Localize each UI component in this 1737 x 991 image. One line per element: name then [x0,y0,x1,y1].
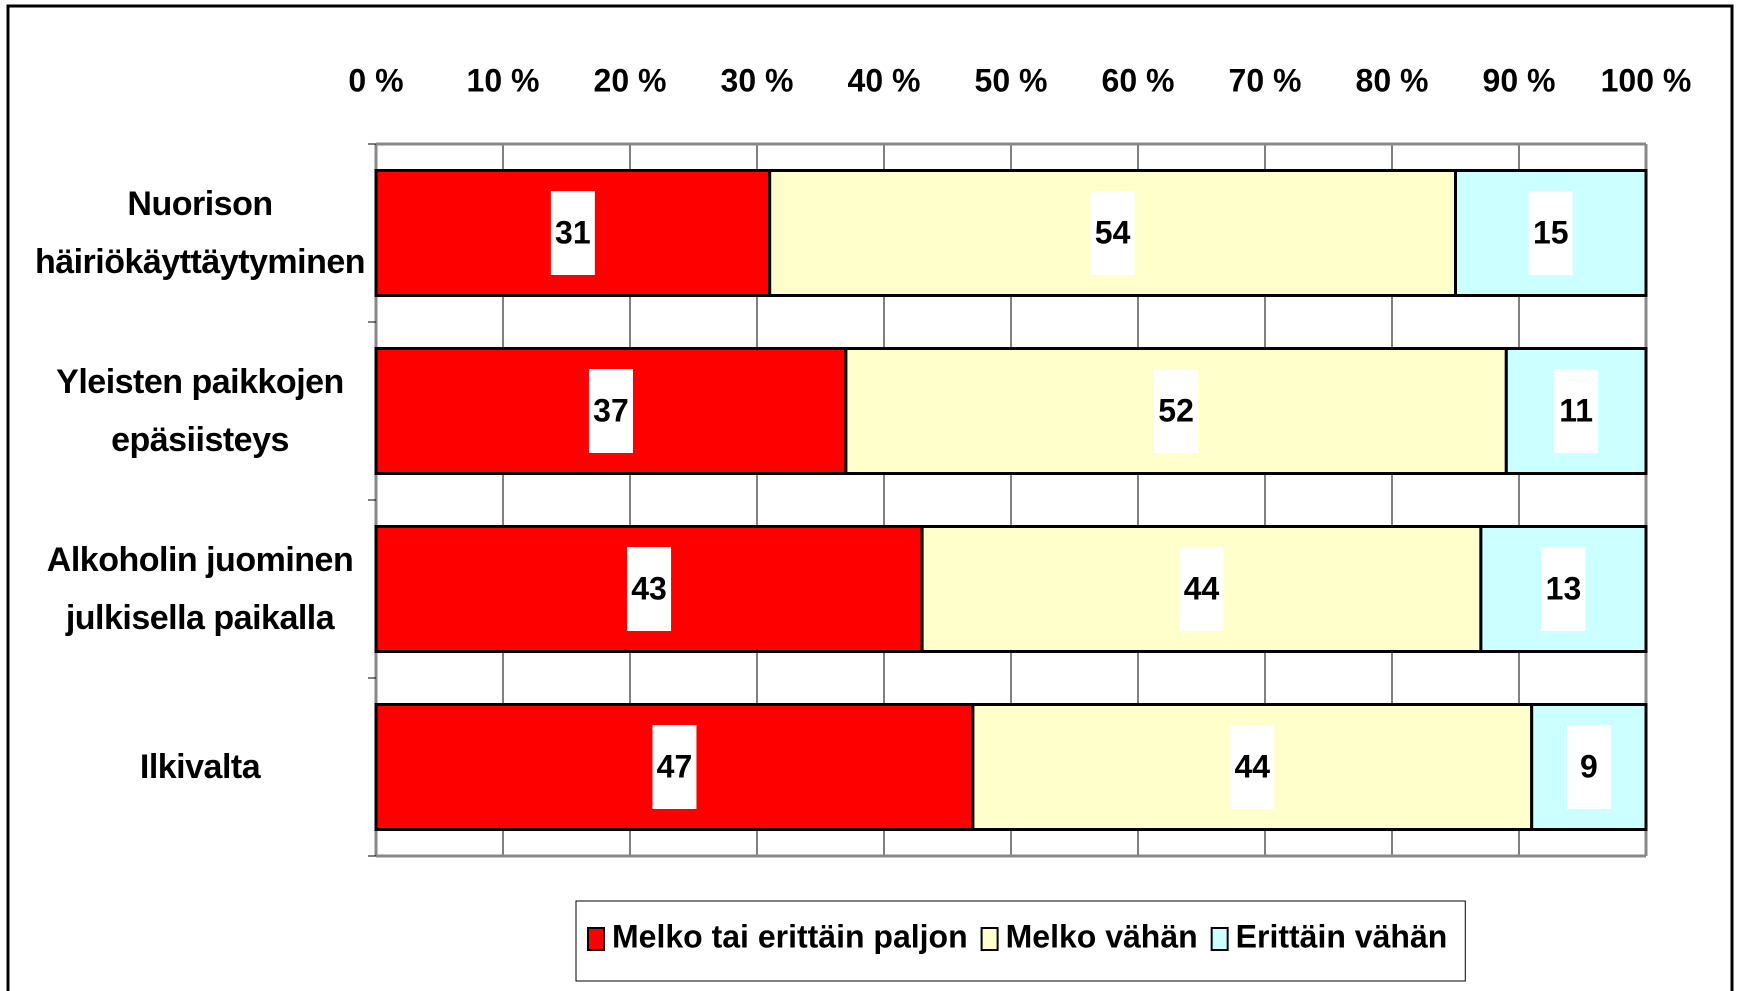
x-tick-label: 10 % [467,62,540,98]
legend-box [575,900,1466,982]
category-label: Ilkivalta [139,748,261,786]
x-tick-label: 50 % [975,62,1048,98]
category-label: Yleisten paikkojen epäsiisteys [56,363,344,459]
data-label: 47 [657,748,693,784]
data-label-bg [627,547,672,631]
data-label: 31 [555,214,591,250]
data-label: 44 [1184,570,1220,606]
data-label: 44 [1235,748,1271,784]
data-label: 13 [1546,570,1582,606]
data-label-bg [1154,369,1199,453]
legend-swatch [587,927,605,951]
data-label-bg [1179,547,1224,631]
data-label: 43 [631,570,667,606]
legend-label: Erittäin vähän [1236,918,1448,954]
data-label: 54 [1095,214,1131,250]
x-tick-label: 100 % [1601,62,1692,98]
data-label: 37 [593,392,629,428]
data-label-bg [588,369,633,453]
data-label: 11 [1559,392,1593,428]
data-label: 15 [1533,214,1569,250]
data-label-bg [550,191,595,275]
category-label: Alkoholin juominen julkisella paikalla [46,541,354,637]
x-tick-label: 80 % [1356,62,1429,98]
x-tick-label: 20 % [594,62,667,98]
data-label: 9 [1580,748,1598,784]
x-tick-label: 60 % [1102,62,1175,98]
data-label-bg [1554,369,1599,453]
data-label-bg [1528,191,1573,275]
x-tick-label: 0 % [348,62,403,98]
legend-label: Melko vähän [1006,918,1198,954]
legend-label: Melko tai erittäin paljon [612,918,968,954]
data-label-bg [1566,725,1611,809]
legend-swatch [1210,927,1229,951]
data-label-bg [1541,547,1586,631]
x-tick-label: 90 % [1483,62,1556,98]
data-label-bg [1090,191,1135,275]
category-label: Nuorison häiriökäyttäytyminen [34,185,366,281]
x-tick-label: 40 % [848,62,921,98]
chart-border [6,4,1734,991]
data-label: 52 [1158,392,1194,428]
data-label-bg [1230,725,1275,809]
x-tick-label: 70 % [1229,62,1302,98]
x-tick-label: 30 % [721,62,794,98]
legend-swatch [980,927,999,951]
data-label-bg [652,725,697,809]
